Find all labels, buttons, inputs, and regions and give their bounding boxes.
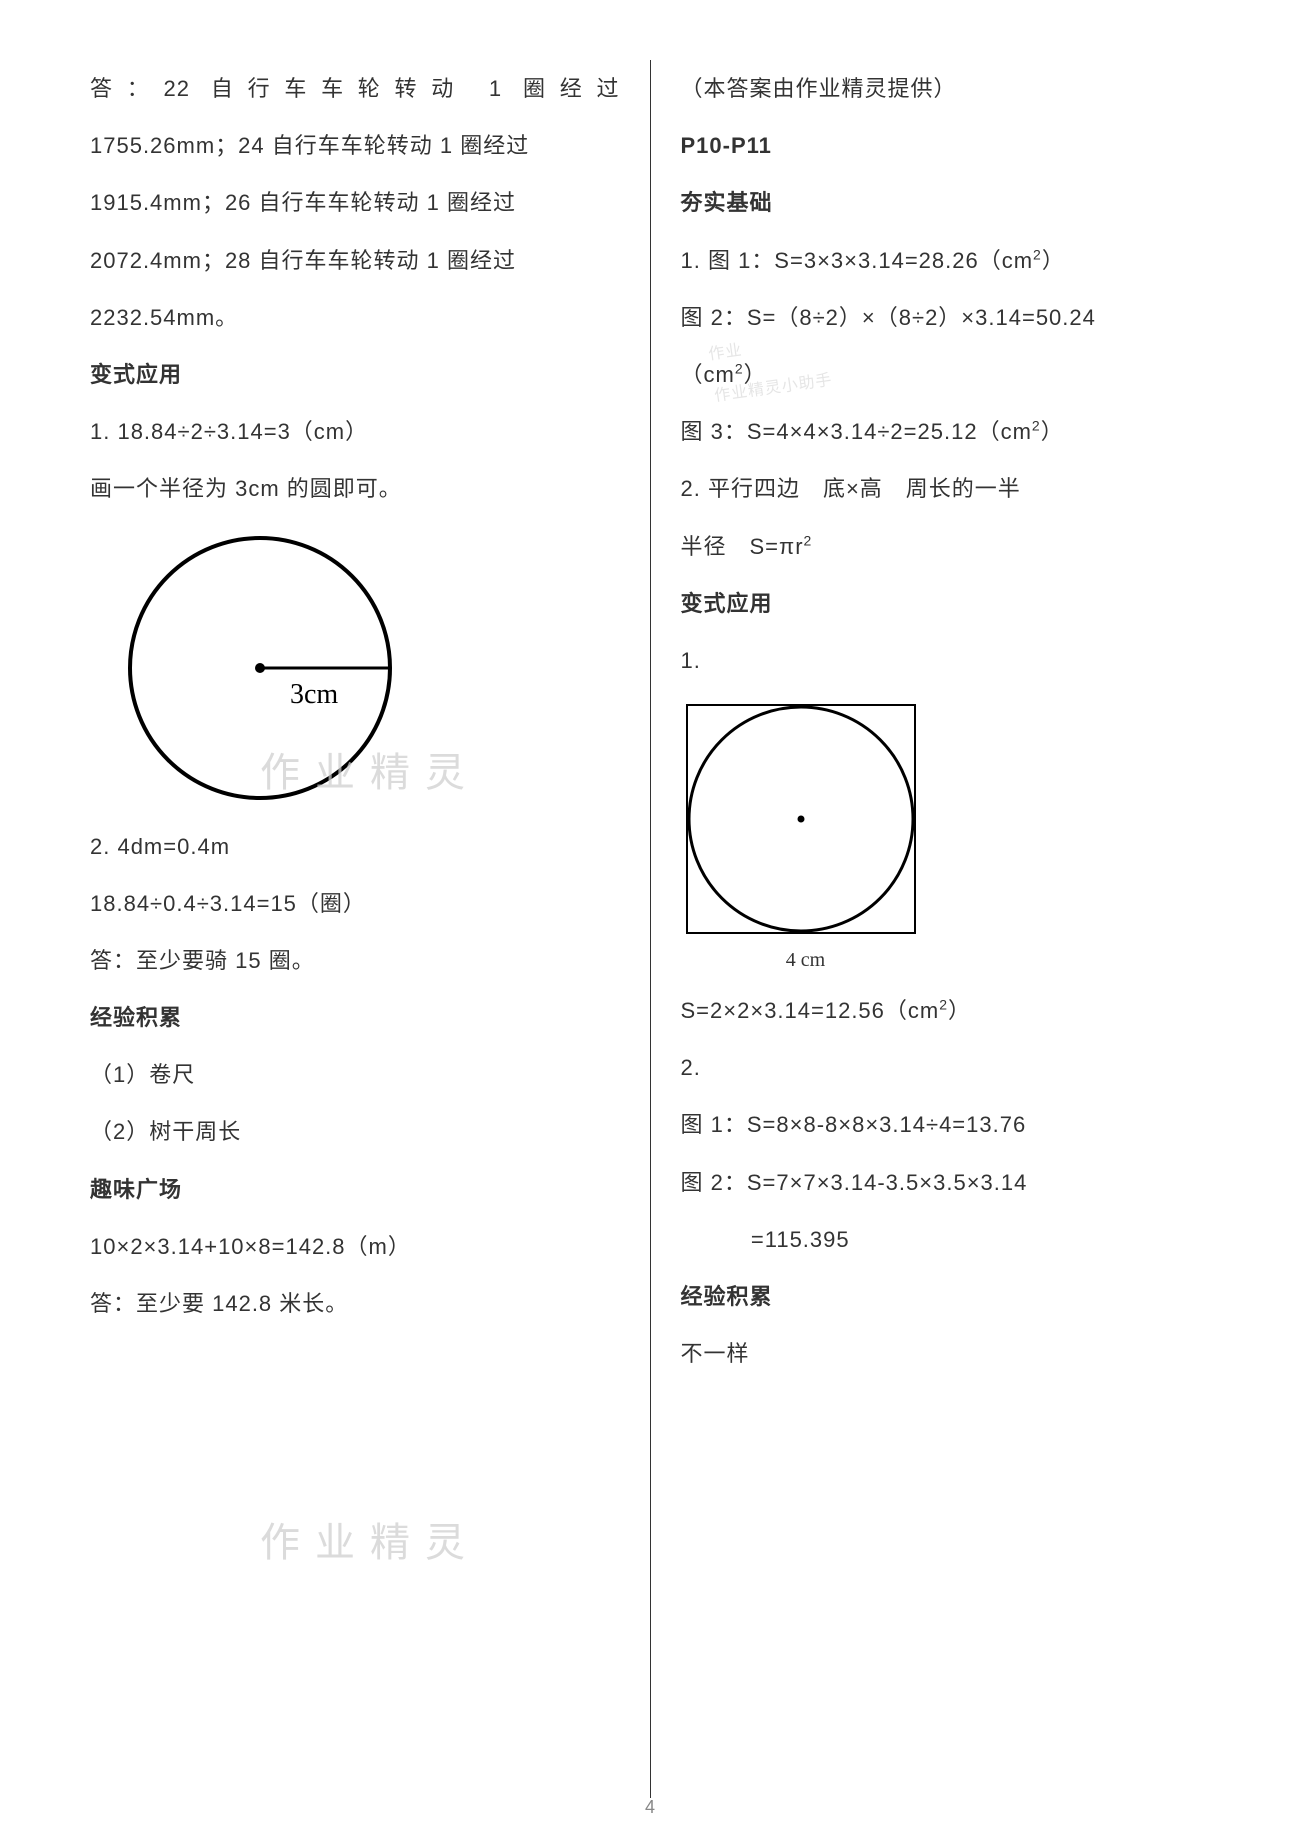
superscript-2: 2 (939, 997, 948, 1013)
section-heading-basics: 夯实基础 (681, 174, 1211, 231)
variation-q2-fig1: 图 1：S=8×8-8×8×3.14÷4=13.76 (681, 1096, 1211, 1153)
circle-svg-icon: 3cm (120, 528, 400, 808)
text-part: 1. 图 1：S=3×3×3.14=28.26（cm (681, 248, 1034, 273)
text-part: 半径 S=πr (681, 534, 804, 559)
credit-line: （本答案由作业精灵提供） (681, 60, 1211, 117)
variation-q1-label: 1. (681, 632, 1211, 689)
basics-q1-fig1: 1. 图 1：S=3×3×3.14=28.26（cm2） (681, 232, 1211, 289)
basics-q1-fig3: 图 3：S=4×4×3.14÷2=25.12（cm2） (681, 403, 1211, 460)
right-column: （本答案由作业精灵提供） P10-P11 夯实基础 1. 图 1：S=3×3×3… (650, 60, 1211, 1798)
page-reference: P10-P11 (681, 117, 1211, 174)
superscript-2: 2 (1032, 418, 1041, 434)
problem-1-calc: 1. 18.84÷2÷3.14=3（cm） (90, 403, 620, 460)
left-column: 答：22 自行车车轮转动 1 圈经过 1755.26mm；24 自行车车轮转动 … (90, 60, 650, 1798)
answer-line: 2072.4mm；28 自行车车轮转动 1 圈经过 (90, 232, 620, 289)
variation-q2-label: 2. (681, 1039, 1211, 1096)
page-number: 4 (645, 1797, 655, 1818)
section-heading-experience: 经验积累 (90, 989, 620, 1046)
problem-2-answer: 答：至少要骑 15 圈。 (90, 932, 620, 989)
variation-q2-result: =115.395 (681, 1211, 1211, 1268)
watermark-text: 作业精灵 (260, 1510, 480, 1568)
square-circle-svg-icon (681, 699, 921, 939)
problem-2-line1: 2. 4dm=0.4m (90, 818, 620, 875)
circle-in-square-diagram: 4 cm (681, 699, 931, 972)
answer-line: 1915.4mm；26 自行车车轮转动 1 圈经过 (90, 174, 620, 231)
section-heading-fun: 趣味广场 (90, 1161, 620, 1218)
text-part: ） (1042, 248, 1065, 273)
page-container: 答：22 自行车车轮转动 1 圈经过 1755.26mm；24 自行车车轮转动 … (90, 60, 1210, 1798)
answer-line: 答：22 自行车车轮转动 1 圈经过 (90, 60, 620, 117)
superscript-2: 2 (1033, 246, 1042, 262)
answer-line: 2232.54mm。 (90, 289, 620, 346)
answer-line: 1755.26mm；24 自行车车轮转动 1 圈经过 (90, 117, 620, 174)
variation-q1-calc: S=2×2×3.14=12.56（cm2） (681, 982, 1211, 1039)
fun-calc: 10×2×3.14+10×8=142.8（m） (90, 1218, 620, 1275)
basics-q1-fig2: 图 2：S=（8÷2）×（8÷2）×3.14=50.24 (681, 289, 1211, 346)
problem-1-instruction: 画一个半径为 3cm 的圆即可。 (90, 460, 620, 517)
text-part: 图 3：S=4×4×3.14÷2=25.12（cm (681, 419, 1032, 444)
variation-q2-fig2: 图 2：S=7×7×3.14-3.5×3.5×3.14 (681, 1154, 1211, 1211)
fun-answer: 答：至少要 142.8 米长。 (90, 1275, 620, 1332)
experience-item-2: （2）树干周长 (90, 1103, 620, 1160)
text-part: （cm (681, 362, 735, 387)
basics-q2-line1: 2. 平行四边 底×高 周长的一半 (681, 460, 1211, 517)
radius-label-text: 3cm (290, 679, 338, 710)
text-part: ） (948, 998, 971, 1023)
superscript-2: 2 (735, 361, 744, 377)
experience-item-1: （1）卷尺 (90, 1046, 620, 1103)
section-heading-variation: 变式应用 (681, 575, 1211, 632)
superscript-2: 2 (804, 532, 813, 548)
text-part: ） (744, 362, 767, 387)
text-part: S=2×2×3.14=12.56（cm (681, 998, 940, 1023)
basics-q1-fig2-unit: （cm2） 作业作业精灵小助手 (681, 346, 1211, 403)
experience-answer: 不一样 (681, 1325, 1211, 1382)
problem-2-line2: 18.84÷0.4÷3.14=15（圈） (90, 875, 620, 932)
section-heading-experience: 经验积累 (681, 1268, 1211, 1325)
diagram-2-label: 4 cm (681, 949, 931, 972)
basics-q2-line2: 半径 S=πr2 (681, 518, 1211, 575)
circle-radius-diagram: 3cm (120, 528, 400, 808)
section-heading-variation: 变式应用 (90, 346, 620, 403)
text-part: ） (1041, 419, 1064, 444)
